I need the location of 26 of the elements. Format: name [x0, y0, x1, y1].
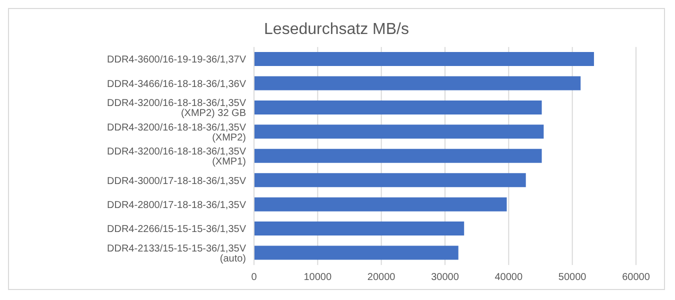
y-tick-label: DDR4-3466/16-18-18-36/1,36V: [107, 78, 246, 90]
x-tick-label: 10000: [304, 272, 332, 284]
y-tick-label: DDR4-3200/16-18-18-36/1,35V (XMP2): [107, 122, 246, 144]
y-tick-label: DDR4-2133/15-15-15-36/1,35V (auto): [107, 243, 246, 264]
y-tick-label: DDR4-2266/15-15-15-36/1,35V: [107, 224, 246, 236]
x-tick-label: 50000: [558, 272, 587, 284]
x-tick-label: 30000: [431, 272, 460, 284]
x-tick-label: 40000: [494, 272, 524, 284]
bar: [254, 148, 542, 163]
bar: [254, 100, 542, 114]
bar: [254, 76, 581, 90]
x-tick-label: 60000: [622, 272, 650, 284]
bar: [254, 222, 464, 236]
bar: [254, 124, 544, 139]
bar: [254, 52, 594, 66]
y-tick-label: DDR4-3200/16-18-18-36/1,35V (XMP2) 32 GB: [107, 98, 246, 120]
y-tick-label: DDR4-3000/17-18-18-36/1,35V: [107, 176, 246, 187]
y-tick-label: DDR4-2800/17-18-18-36/1,35V: [107, 200, 246, 211]
y-tick-label: DDR4-3200/16-18-18-36/1,35V (XMP1): [107, 146, 246, 168]
bar: [254, 173, 526, 188]
bar: [254, 197, 507, 212]
bar: [254, 246, 458, 260]
chart-title: Lesedurchsatz MB/s: [263, 20, 410, 40]
y-tick-label: DDR4-3600/16-19-19-36/1,37V: [107, 54, 246, 66]
x-tick-label: 0: [251, 272, 258, 284]
x-tick-label: 20000: [367, 272, 396, 284]
